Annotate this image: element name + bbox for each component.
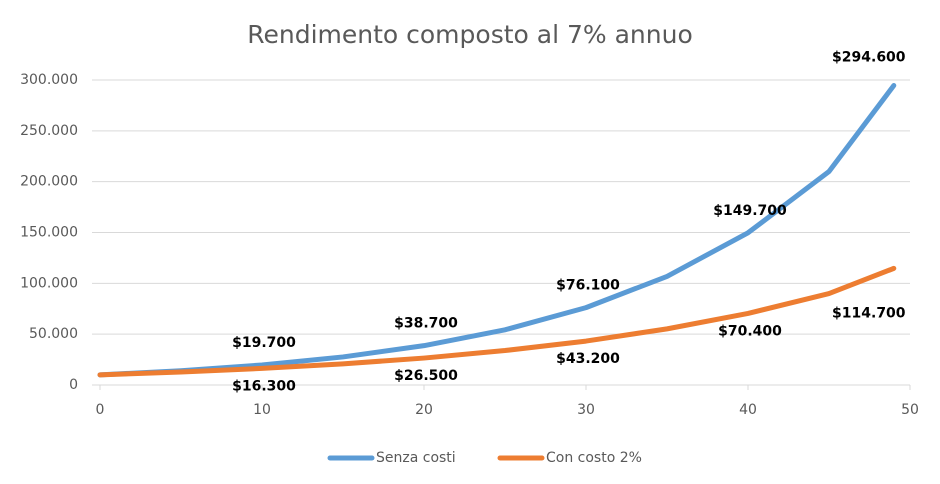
x-tick-label: 40	[739, 402, 757, 418]
x-tick-label: 20	[415, 402, 433, 418]
x-tick-label: 50	[901, 402, 919, 418]
y-tick-label: 50.000	[29, 326, 78, 342]
chart-title: Rendimento composto al 7% annuo	[247, 20, 693, 49]
y-tick-label: 200.000	[20, 174, 78, 190]
value-label: $26.500	[394, 368, 458, 384]
series-line	[97, 82, 897, 378]
value-label: $70.400	[718, 323, 782, 339]
x-tick-label: 30	[577, 402, 595, 418]
value-label: $114.700	[832, 305, 906, 321]
legend-label: Senza costi	[376, 450, 456, 466]
value-label: $294.600	[832, 49, 906, 65]
value-label: $16.300	[232, 378, 296, 394]
value-label: $38.700	[394, 316, 458, 332]
y-tick-label: 100.000	[20, 275, 78, 291]
value-label: $76.100	[556, 278, 620, 294]
legend-label: Con costo 2%	[546, 450, 642, 466]
y-tick-label: 250.000	[20, 123, 78, 139]
value-label: $19.700	[232, 335, 296, 351]
x-tick-label: 0	[96, 402, 105, 418]
y-tick-label: 150.000	[20, 225, 78, 241]
series-line	[97, 265, 897, 378]
y-tick-label: 300.000	[20, 72, 78, 88]
x-tick-label: 10	[253, 402, 271, 418]
value-label: $43.200	[556, 351, 620, 367]
y-tick-label: 0	[69, 377, 78, 393]
value-label: $149.700	[713, 203, 787, 219]
